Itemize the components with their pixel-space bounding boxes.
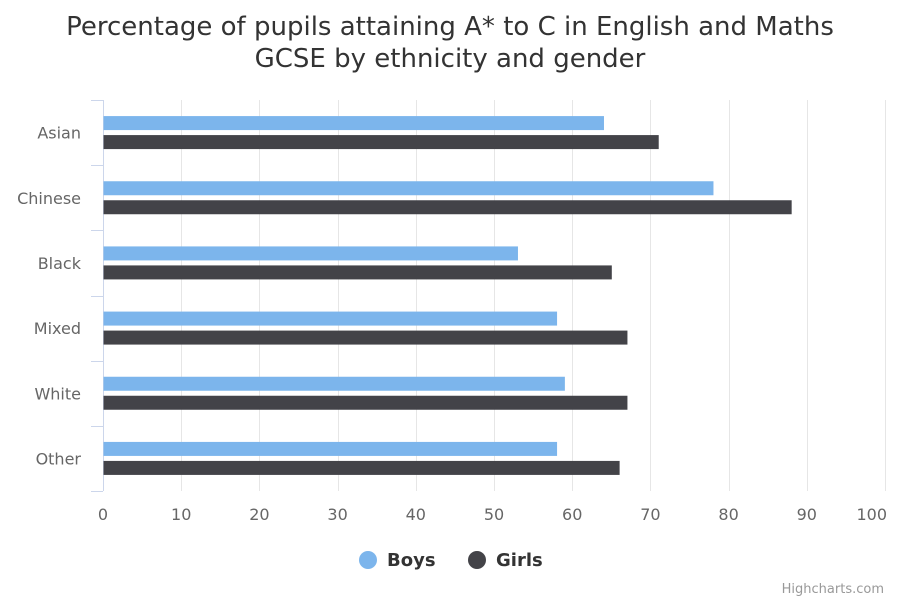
bar-boys-chinese[interactable] (103, 181, 714, 196)
x-tick-label-10: 10 (171, 505, 191, 524)
x-tick-label-30: 30 (327, 505, 347, 524)
legend-item-girls[interactable]: Girls (468, 550, 543, 571)
category-label-black: Black (38, 254, 82, 273)
x-tick-label-20: 20 (249, 505, 269, 524)
bar-boys-asian[interactable] (103, 116, 604, 131)
bar-girls-asian[interactable] (103, 135, 659, 150)
category-label-other: Other (36, 449, 82, 468)
chart-title-line-2: GCSE by ethnicity and gender (255, 44, 646, 74)
legend-symbol-girls (468, 551, 486, 569)
x-axis-tick-labels: 0 10 20 30 40 50 60 70 80 90 100 (98, 505, 887, 524)
legend-symbol-boys (359, 551, 377, 569)
bar-boys-other[interactable] (103, 441, 558, 456)
bar-girls-chinese[interactable] (103, 200, 792, 215)
axes (91, 100, 104, 492)
credits-link[interactable]: Highcharts.com (782, 582, 884, 597)
bar-girls-white[interactable] (103, 395, 628, 410)
x-tick-label-50: 50 (484, 505, 504, 524)
x-tick-label-90: 90 (797, 505, 817, 524)
gridlines (181, 100, 886, 491)
category-label-mixed: Mixed (34, 319, 81, 338)
legend-label-girls: Girls (496, 550, 543, 571)
bars (103, 116, 792, 475)
legend-label-boys: Boys (387, 550, 436, 571)
bar-girls-other[interactable] (103, 460, 620, 475)
x-tick-label-60: 60 (562, 505, 582, 524)
x-tick-label-100: 100 (856, 505, 887, 524)
legend-item-boys[interactable]: Boys (359, 550, 436, 571)
bar-boys-mixed[interactable] (103, 311, 558, 326)
category-label-asian: Asian (37, 124, 81, 143)
x-tick-label-40: 40 (406, 505, 426, 524)
bar-girls-black[interactable] (103, 265, 612, 280)
legend: Boys Girls (359, 550, 543, 571)
x-tick-label-70: 70 (640, 505, 660, 524)
chart-title-line-1: Percentage of pupils attaining A* to C i… (66, 12, 834, 42)
category-labels: Asian Chinese Black Mixed White Other (17, 124, 82, 469)
bar-boys-white[interactable] (103, 376, 565, 391)
category-label-chinese: Chinese (17, 189, 81, 208)
bar-boys-black[interactable] (103, 246, 518, 261)
category-label-white: White (34, 384, 81, 403)
x-tick-label-80: 80 (718, 505, 738, 524)
bar-girls-mixed[interactable] (103, 330, 628, 345)
x-tick-label-0: 0 (98, 505, 108, 524)
